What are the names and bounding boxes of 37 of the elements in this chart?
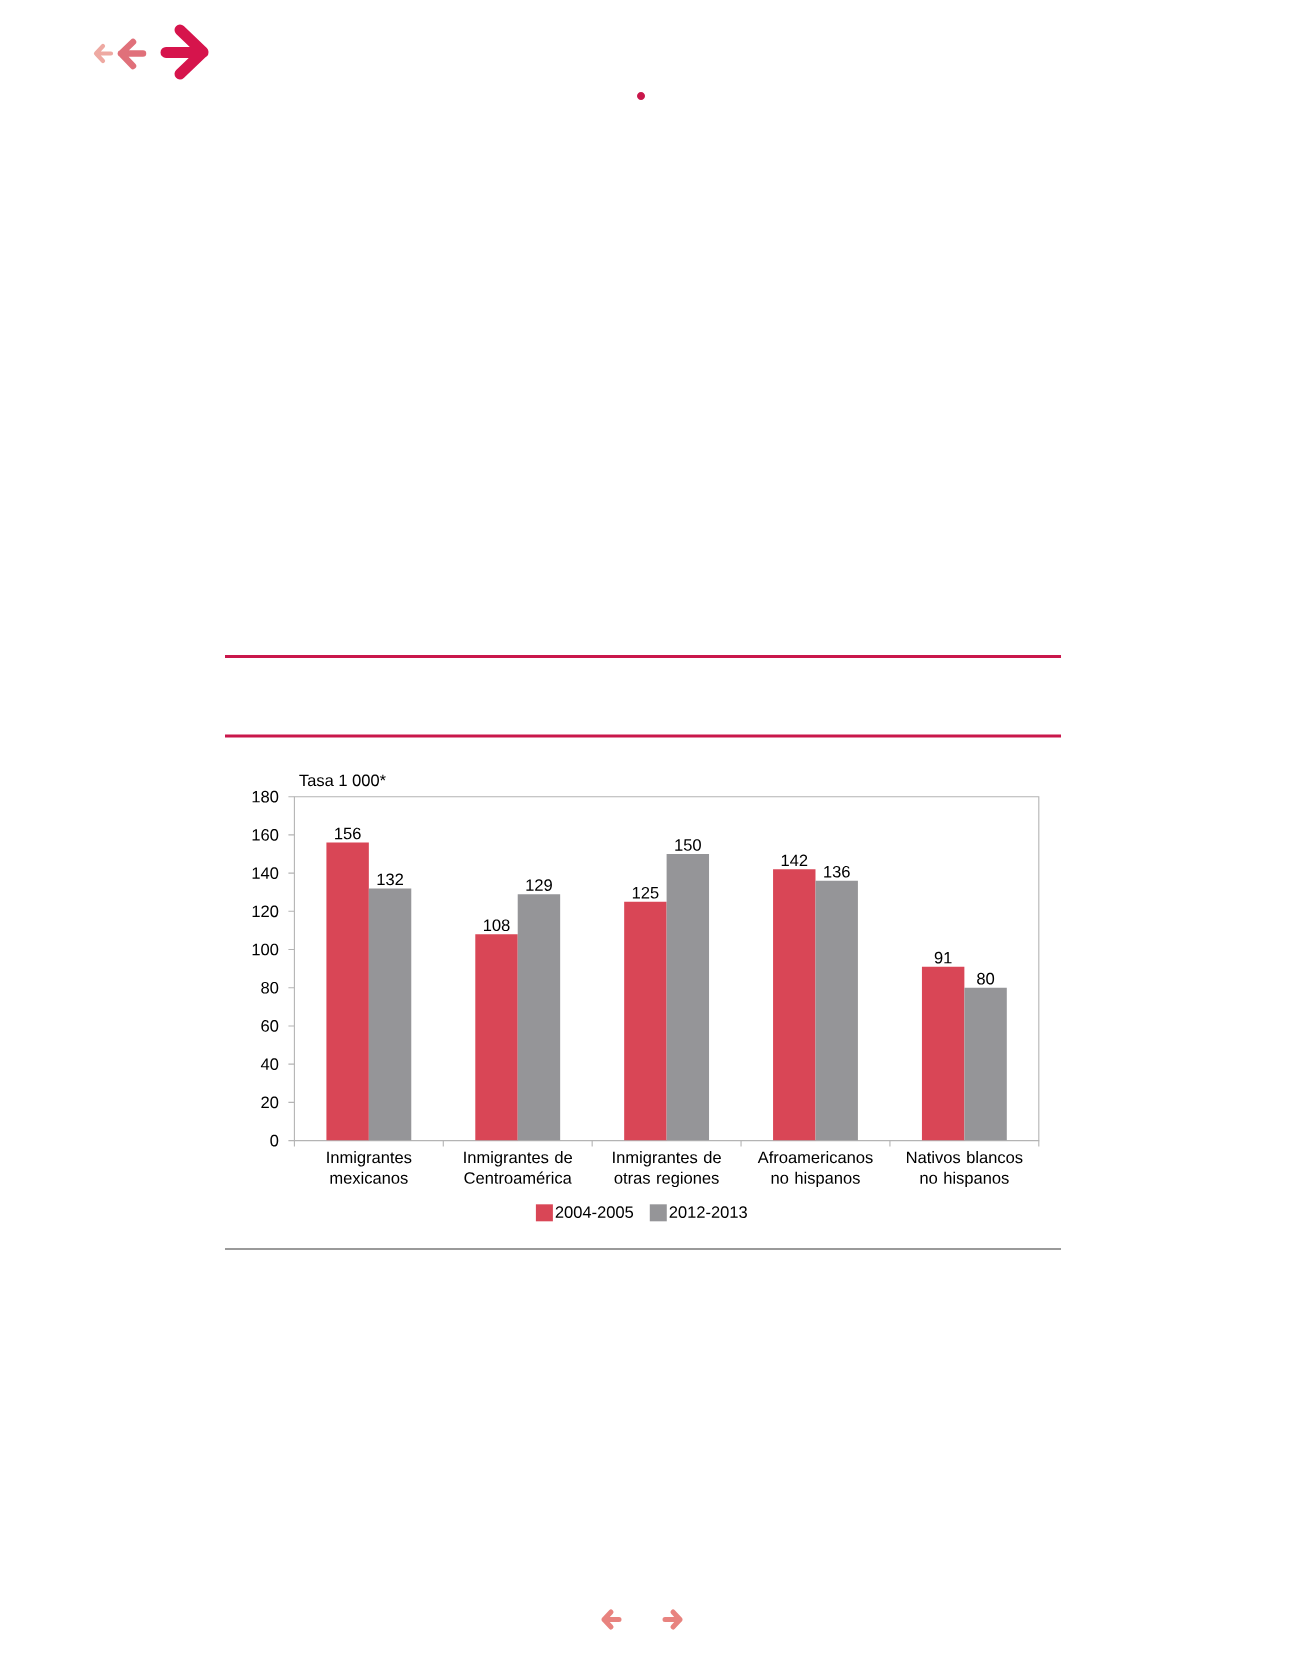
data-label: 132 — [377, 873, 403, 886]
legend-label: 2012-2013 — [669, 1206, 747, 1218]
x-tick-label: Inmigrantes de otras regiones — [613, 1151, 721, 1188]
data-label: 129 — [526, 879, 552, 891]
y-tick-label: 120 — [252, 905, 279, 918]
data-label: 142 — [781, 854, 808, 867]
y-tick-label: 160 — [252, 829, 279, 841]
bar — [815, 880, 858, 1141]
bar — [964, 987, 1007, 1141]
x-tick-label: Nativos blancos no hispanos — [907, 1151, 1023, 1188]
legend-label: 2004-2005 — [555, 1206, 634, 1218]
bar — [326, 842, 369, 1141]
y-tick-label: 180 — [252, 790, 279, 803]
data-label: 150 — [675, 839, 701, 851]
data-label: 80 — [977, 972, 995, 985]
bar — [624, 901, 667, 1141]
bar — [517, 894, 561, 1141]
data-label: 156 — [335, 827, 361, 840]
y-tick-label: 100 — [252, 943, 279, 956]
bar — [921, 966, 965, 1141]
y-tick-label: 80 — [261, 981, 279, 994]
x-tick-label: Inmigrantes mexicanos — [327, 1151, 412, 1184]
y-tick-label: 40 — [260, 1058, 279, 1071]
bar — [475, 934, 518, 1141]
x-tick-label: Inmigrantes de Centroamérica — [464, 1151, 572, 1184]
bar — [368, 888, 412, 1141]
x-tick-label: Afroamericanos no hispanos — [757, 1151, 873, 1188]
y-tick-label: 140 — [252, 867, 279, 879]
y-tick-label: 20 — [261, 1096, 279, 1109]
y-tick-label: 60 — [261, 1020, 279, 1032]
bar — [666, 854, 710, 1141]
data-label: 108 — [483, 919, 510, 932]
y-tick-label: 0 — [270, 1134, 279, 1147]
data-label: 125 — [632, 886, 659, 899]
data-label: 136 — [824, 865, 850, 878]
y-axis-title: Tasa 1 000* — [299, 774, 386, 787]
data-label: 91 — [934, 951, 952, 964]
